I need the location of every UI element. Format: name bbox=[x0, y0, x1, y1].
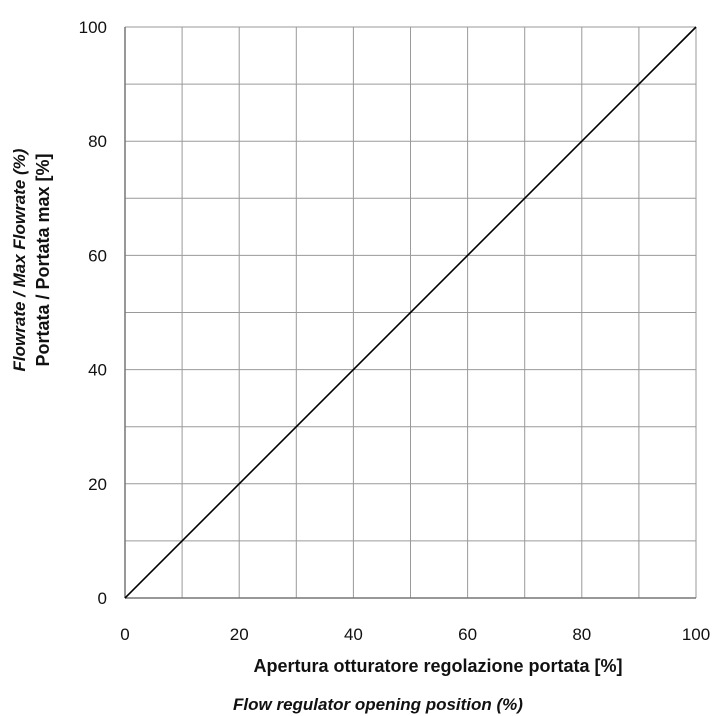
y-tick-label: 20 bbox=[88, 475, 107, 494]
x-tick-label: 80 bbox=[572, 625, 591, 644]
x-tick-label: 60 bbox=[458, 625, 477, 644]
y-tick-label: 0 bbox=[98, 589, 107, 608]
y-tick-label: 40 bbox=[88, 361, 107, 380]
x-tick-label: 20 bbox=[230, 625, 249, 644]
y-tick-label: 80 bbox=[88, 132, 107, 151]
x-axis-label-secondary: Flow regulator opening position (%) bbox=[233, 695, 523, 714]
x-tick-label: 40 bbox=[344, 625, 363, 644]
y-axis-label: Portata / Portata max [%] bbox=[33, 153, 53, 366]
x-tick-label: 0 bbox=[120, 625, 129, 644]
series-line bbox=[124, 26, 697, 599]
y-tick-label: 100 bbox=[79, 18, 107, 37]
axes bbox=[124, 27, 696, 599]
x-tick-labels: 0 20 40 60 80 100 bbox=[120, 625, 710, 644]
y-tick-labels: 0 20 40 60 80 100 bbox=[79, 18, 107, 608]
series-layer bbox=[124, 26, 697, 599]
x-axis-label: Apertura otturatore regolazione portata … bbox=[253, 656, 622, 676]
y-axis-label-secondary: Flowrate / Max Flowrate (%) bbox=[10, 148, 29, 371]
y-tick-label: 60 bbox=[88, 246, 107, 265]
x-tick-label: 100 bbox=[682, 625, 710, 644]
